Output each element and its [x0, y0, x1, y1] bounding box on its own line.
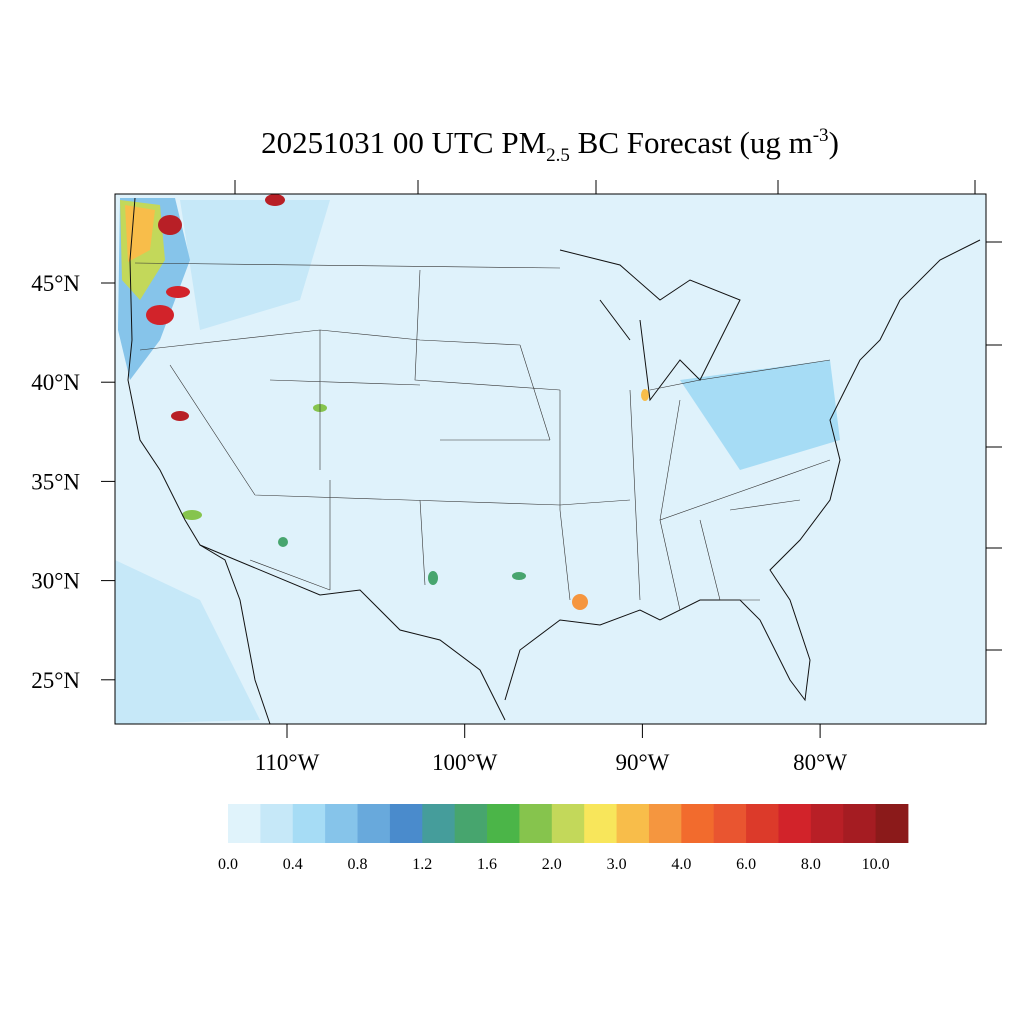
latitude-label: 40°N: [31, 370, 80, 395]
colorbar-swatch: [843, 804, 877, 843]
haze: [680, 360, 840, 470]
smoke: [428, 571, 438, 585]
smoke: [171, 411, 189, 421]
haze: [180, 200, 330, 330]
title-text: 20251031 00 UTC PM: [261, 125, 546, 160]
map-title: 20251031 00 UTC PM2.5 BC Forecast (ug m-…: [261, 125, 839, 166]
smoke: [512, 572, 526, 580]
latitude-labels: 45°N 40°N 35°N 30°N 25°N: [31, 271, 115, 693]
colorbar-label: 1.6: [477, 856, 497, 873]
colorbar-swatch: [616, 804, 650, 843]
longitude-labels: 110°W 100°W 90°W 80°W: [255, 724, 847, 775]
great-lakes: [559, 249, 741, 402]
smoke: [166, 286, 190, 298]
smoke: [265, 194, 285, 206]
colorbar-label: 0.4: [283, 856, 303, 873]
frame-ticks: [234, 180, 1002, 651]
colorbar-swatch: [260, 804, 294, 843]
colorbar-label: 1.2: [412, 856, 432, 873]
colorbar-label: 3.0: [607, 856, 627, 873]
colorbar-swatch: [487, 804, 520, 843]
colorbar-swatch: [357, 804, 391, 843]
colorbar-swatch: [584, 804, 617, 843]
ocean-haze: [115, 560, 260, 724]
map-frame: [114, 193, 987, 725]
smoke: [125, 205, 155, 262]
smoke: [182, 510, 202, 520]
map: [114, 180, 1002, 725]
colorbar-label: 0.0: [218, 856, 238, 873]
colorbar-swatch: [292, 804, 326, 843]
longitude-label: 100°W: [432, 750, 498, 775]
concentration-field: [115, 194, 840, 724]
colorbar: 0.0 0.4 0.8 1.2 1.6 2.0 3.0 4.0 6.0 8.0 10.0: [218, 804, 909, 873]
colorbar-swatch: [422, 804, 456, 843]
longitude-label: 90°W: [615, 750, 669, 775]
latitude-label: 25°N: [31, 668, 80, 693]
colorbar-swatch: [778, 804, 812, 843]
colorbar-swatch: [519, 804, 553, 843]
colorbar-swatch: [551, 804, 585, 843]
smoke: [158, 215, 182, 235]
colorbar-swatch: [746, 804, 779, 843]
colorbar-swatch: [713, 804, 747, 843]
state-borders: [134, 262, 831, 611]
colorbar-label: 4.0: [671, 856, 691, 873]
latitude-label: 35°N: [31, 469, 80, 494]
colorbar-label: 6.0: [736, 856, 756, 873]
colorbar-label: 0.8: [348, 856, 368, 873]
colorbar-label: 8.0: [801, 856, 821, 873]
latitude-label: 30°N: [31, 569, 80, 594]
colorbar-swatch: [681, 804, 715, 843]
colorbar-swatch: [454, 804, 488, 843]
smoke: [278, 537, 288, 547]
title-superscript: -3: [813, 125, 829, 146]
colorbar-swatch: [389, 804, 423, 843]
longitude-label: 80°W: [793, 750, 847, 775]
colorbar-swatch: [810, 804, 844, 843]
colorbar-swatch: [648, 804, 682, 843]
title-close: ): [829, 125, 839, 160]
colorbar-swatch: [325, 804, 358, 843]
colorbar-label: 2.0: [542, 856, 562, 873]
smoke: [641, 389, 649, 401]
colorbar-swatch: [228, 804, 261, 843]
colorbar-swatch: [875, 804, 909, 843]
title-text-after: BC Forecast (ug m: [570, 125, 813, 160]
smoke: [572, 594, 588, 610]
coastline: [199, 239, 981, 721]
smoke: [146, 305, 174, 325]
colorbar-label: 10.0: [862, 856, 890, 873]
boundaries: [127, 197, 981, 725]
coastline: [127, 197, 271, 725]
longitude-label: 110°W: [255, 750, 320, 775]
title-subscript: 2.5: [546, 145, 570, 166]
latitude-label: 45°N: [31, 271, 80, 296]
